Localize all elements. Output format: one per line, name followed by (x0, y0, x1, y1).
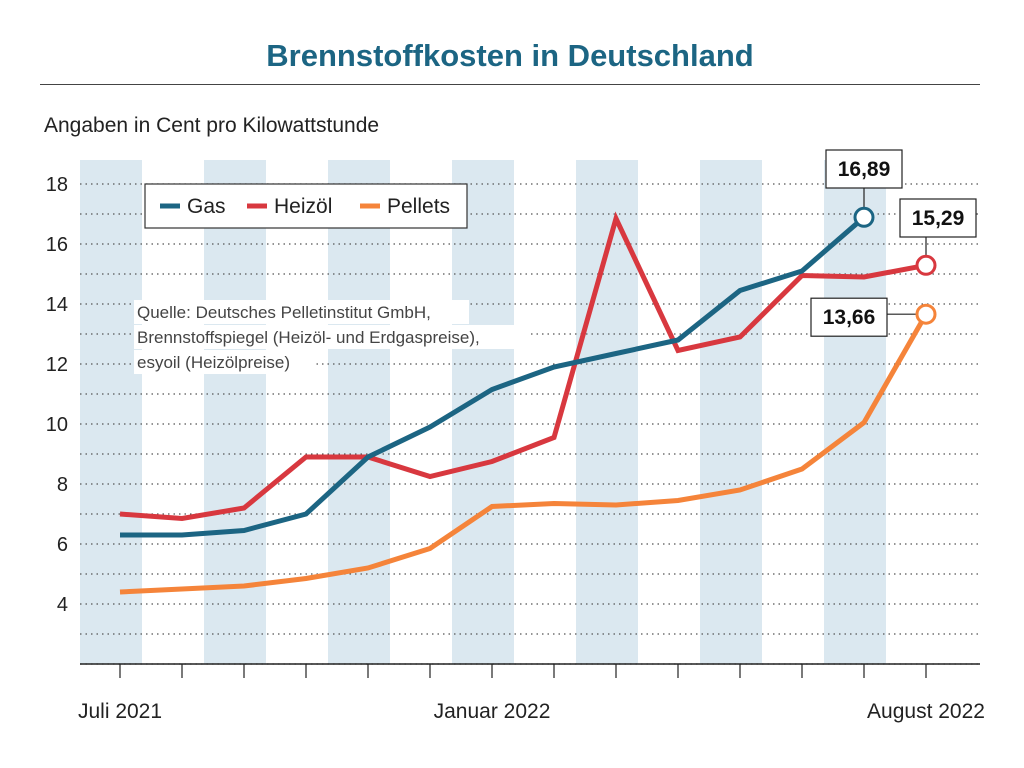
y-tick-label: 4 (57, 594, 68, 616)
callout-box (825, 149, 903, 189)
end-point-marker (853, 206, 875, 228)
y-tick-label: 8 (57, 474, 68, 496)
legend-label: Heizöl (274, 195, 332, 218)
series-line-gas (120, 215, 866, 538)
legend-item: Pellets (360, 195, 450, 218)
y-tick-label: 14 (46, 294, 68, 316)
y-tick-label: 18 (46, 174, 68, 196)
value-callouts: 16,89 15,29 13,66 (810, 149, 977, 337)
y-tick-label: 10 (46, 414, 68, 436)
legend: Gas Heizöl Pellets (144, 183, 468, 229)
x-axis-labels: Juli 2021 Januar 2022 August 2022 (78, 700, 985, 723)
y-axis-ticks: 4 6 8 10 12 14 16 18 (46, 174, 68, 616)
y-tick-label: 16 (46, 234, 68, 256)
source-note: Quelle: Deutsches Pelletinstitut GmbH, Br… (134, 300, 529, 374)
source-line-backdrop (134, 300, 469, 324)
legend-box (144, 183, 468, 229)
callout-box (810, 297, 888, 337)
source-line: esyoil (Heizölpreise) (137, 353, 290, 372)
x-axis (80, 663, 980, 678)
callout-value: 15,29 (912, 207, 965, 230)
series-line-heizl (119, 211, 927, 522)
callout-value: 16,89 (838, 158, 891, 181)
column-band (80, 160, 142, 664)
y-tick-label: 6 (57, 534, 68, 556)
value-callout: 15,29 (899, 198, 977, 276)
legend-item: Gas (160, 195, 226, 218)
chart-subtitle: Angaben in Cent pro Kilowattstunde (44, 114, 380, 137)
legend-label: Pellets (387, 195, 450, 218)
column-bands (80, 160, 886, 664)
column-band (328, 160, 390, 664)
source-line-backdrop (134, 325, 529, 349)
source-line-backdrop (134, 350, 314, 374)
y-tick-label: 12 (46, 354, 68, 376)
series-lines (119, 211, 929, 595)
column-band (700, 160, 762, 664)
column-band (452, 160, 514, 664)
x-tick-label: Januar 2022 (434, 700, 551, 723)
callout-box (899, 198, 977, 238)
column-band (576, 160, 638, 664)
callout-value: 13,66 (823, 306, 876, 329)
legend-label: Gas (187, 195, 226, 218)
x-tick-label: August 2022 (867, 700, 985, 723)
end-point-marker (915, 254, 937, 276)
value-callout: 16,89 (825, 149, 903, 228)
chart-title: Brennstoffkosten in Deutschland (266, 38, 754, 73)
end-point-marker (915, 303, 937, 325)
column-band (824, 160, 886, 664)
title-divider (40, 84, 980, 85)
x-tick-label: Juli 2021 (78, 700, 162, 723)
legend-item: Heizöl (247, 195, 332, 218)
series-line-pellets (119, 312, 929, 595)
value-callout: 13,66 (810, 297, 937, 337)
source-line: Quelle: Deutsches Pelletinstitut GmbH, (137, 303, 431, 322)
source-line: Brennstoffspiegel (Heizöl- und Erdgaspre… (137, 328, 480, 347)
